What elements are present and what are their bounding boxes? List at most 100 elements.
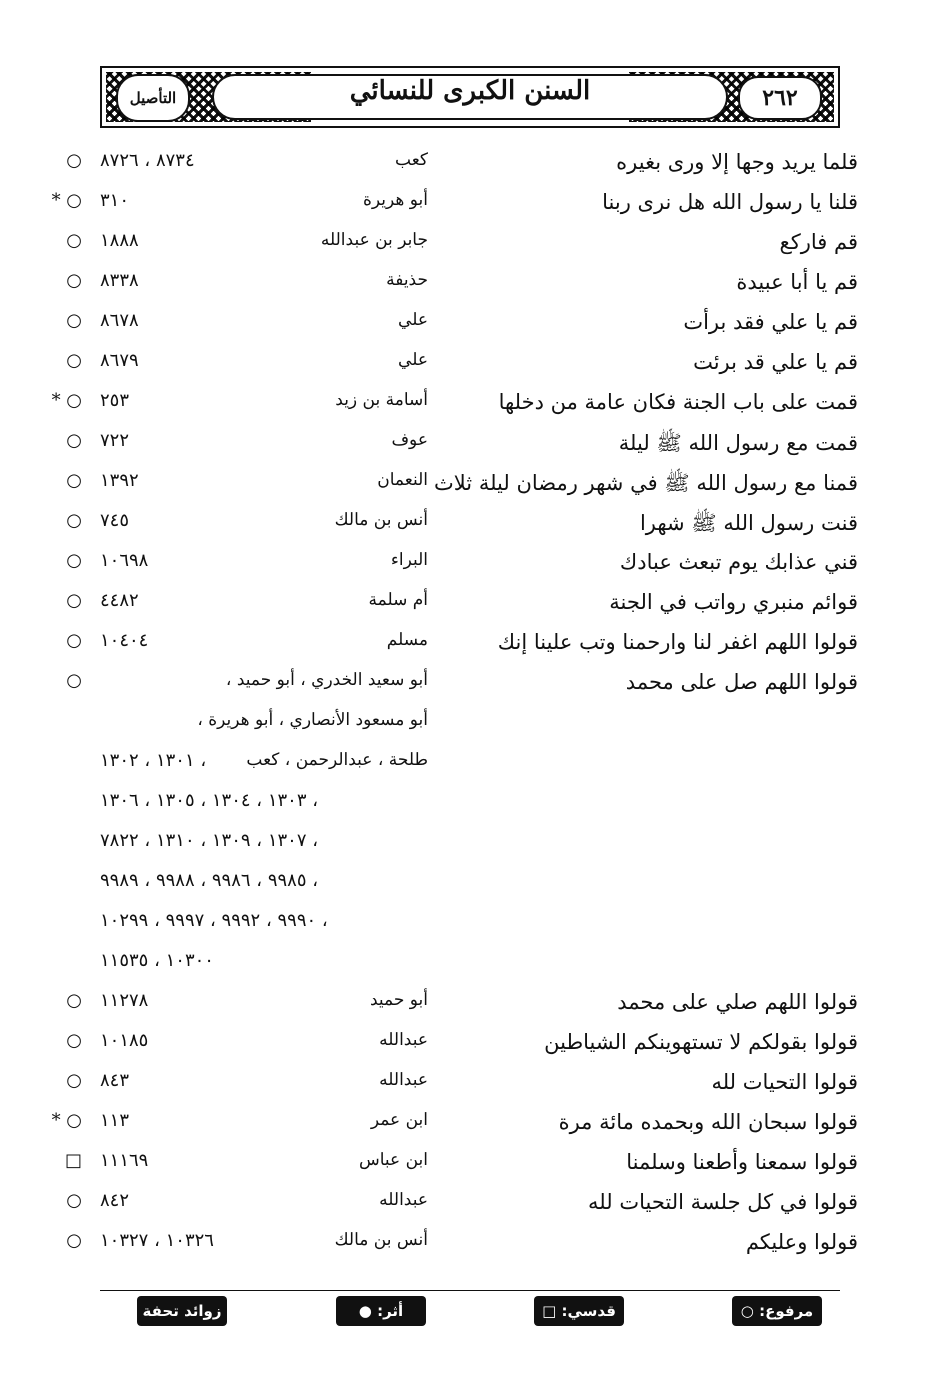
reference-numbers: ١٠٤٠٤ [100, 630, 149, 651]
narrator: أبو مسعود الأنصاري ، أبو هريرة ، [197, 710, 428, 730]
index-row: ○ قم يا علي قد برئت علي ٨٦٧٩ [0, 350, 948, 390]
reference-numbers: ٨٣٣٨ [100, 270, 139, 291]
legend-athar-badge: أثر: ● [336, 1296, 426, 1326]
index-row: ○ قم يا علي فقد برأت علي ٨٦٧٨ [0, 310, 948, 350]
index-row: * ○ قولوا سبحان الله وبحمده مائة مرة ابن… [0, 1110, 948, 1150]
index-row: □ قولوا سمعنا وأطعنا وسلمنا ابن عباس ١١١… [0, 1150, 948, 1190]
index-row: ١٣٠٧ ، ١٣٠٩ ، ١٣١٠ ، ٧٨٢٢ ، [0, 830, 948, 870]
index-row: * ○ قلنا يا رسول الله هل نرى ربنا أبو هر… [0, 190, 948, 230]
narrator: علي [398, 350, 428, 370]
marker-icon: ○ [66, 230, 82, 251]
hadith-text: قولوا سبحان الله وبحمده مائة مرة [558, 1110, 858, 1134]
index-row: ○ قنت رسول الله ﷺ شهرا أنس بن مالك ٧٤٥ [0, 510, 948, 550]
reference-numbers: ١٠٦٩٨ [100, 550, 149, 571]
index-row: ○ قولوا بقولكم لا تستهوينكم الشياطين عبد… [0, 1030, 948, 1070]
reference-numbers: ٨٦٧٨ [100, 310, 139, 331]
marker-icon: ○ [66, 1190, 82, 1211]
reference-numbers: ١٣٠١ ، ١٣٠٢ ، [100, 750, 207, 771]
index-row: * ○ قمت على باب الجنة فكان عامة من دخلها… [0, 390, 948, 430]
index-row: ○ قولوا وعليكم أنس بن مالك ١٠٣٢٦ ، ١٠٣٢٧ [0, 1230, 948, 1270]
index-row: ١٣٠٣ ، ١٣٠٤ ، ١٣٠٥ ، ١٣٠٦ ، [0, 790, 948, 830]
marker-icon: ○ [66, 470, 82, 491]
legend-qudsi-badge: قدسي: □ [534, 1296, 624, 1326]
hadith-text: قم يا أبا عبيدة [736, 270, 858, 294]
reference-numbers: ٧٢٢ [100, 430, 130, 451]
title-cartouche [212, 74, 728, 120]
narrator: عبدالله [379, 1030, 428, 1050]
narrator: حذيفة [386, 270, 428, 290]
hadith-text: قلما يريد وجها إلا ورى بغيره [616, 150, 858, 174]
reference-numbers: ٤٤٨٢ [100, 590, 139, 611]
hadith-text: قولوا في كل جلسة التحيات لله [588, 1190, 858, 1214]
narrator: أسامة بن زيد [335, 390, 428, 410]
reference-numbers: ١٣٩٢ [100, 470, 139, 491]
marker-icon: ○ [66, 670, 82, 691]
reference-numbers: ١١٢٧٨ [100, 990, 149, 1011]
reference-numbers: ١٨٨٨ [100, 230, 139, 251]
marker-icon: ○ [66, 1030, 82, 1051]
index-row: ○ قم يا أبا عبيدة حذيفة ٨٣٣٨ [0, 270, 948, 310]
hadith-text: قم يا علي فقد برأت [683, 310, 858, 334]
marker-icon: ○ [66, 1070, 82, 1091]
index-row: ○ قولوا التحيات لله عبدالله ٨٤٣ [0, 1070, 948, 1110]
narrator: عبدالله [379, 1190, 428, 1210]
narrator: ابن عباس [358, 1150, 428, 1170]
hadith-text: قولوا بقولكم لا تستهوينكم الشياطين [544, 1030, 858, 1054]
book-title: السنن الكبرى للنسائي [349, 76, 591, 106]
narrator: ابن عمر [370, 1110, 428, 1130]
index-row: ○ قوائم منبري رواتب في الجنة أم سلمة ٤٤٨… [0, 590, 948, 630]
marker-icon: ○ [66, 150, 82, 171]
marker-icon: ○ [66, 1230, 82, 1251]
marker-icon: ○ [66, 430, 82, 451]
narrator: البراء [390, 550, 428, 570]
marker-icon: * ○ [51, 190, 82, 211]
hadith-text: قوائم منبري رواتب في الجنة [609, 590, 858, 614]
hadith-text: قمت على باب الجنة فكان عامة من دخلها [498, 390, 858, 414]
index-row: طلحة ، عبدالرحمن ، كعب ١٣٠١ ، ١٣٠٢ ، [0, 750, 948, 790]
narrator: عبدالله [379, 1070, 428, 1090]
reference-numbers: ٨٦٧٩ [100, 350, 139, 371]
index-row: ○ قني عذابك يوم تبعث عبادك البراء ١٠٦٩٨ [0, 550, 948, 590]
marker-icon: ○ [66, 350, 82, 371]
marker-icon: ○ [66, 990, 82, 1011]
index-row: ○ قمت مع رسول الله ﷺ ليلة عوف ٧٢٢ [0, 430, 948, 470]
reference-numbers: ١٠٣٠٠ ، ١١٥٣٥ [100, 950, 214, 971]
hadith-text: قني عذابك يوم تبعث عبادك [619, 550, 858, 574]
narrator: أنس بن مالك [334, 1230, 428, 1250]
marker-icon: * ○ [51, 390, 82, 411]
reference-numbers: ٢٥٣ [100, 390, 130, 411]
index-row: ٩٩٩٠ ، ٩٩٩٢ ، ٩٩٩٧ ، ١٠٢٩٩ ، [0, 910, 948, 950]
narrator: جابر بن عبدالله [320, 230, 428, 250]
index-row: ○ قولوا في كل جلسة التحيات لله عبدالله ٨… [0, 1190, 948, 1230]
marker-icon: ○ [66, 310, 82, 331]
index-row: ١٠٣٠٠ ، ١١٥٣٥ [0, 950, 948, 990]
index-row: ○ قولوا اللهم اغفر لنا وارحمنا وتب علينا… [0, 630, 948, 670]
marker-icon: ○ [66, 270, 82, 291]
narrator: أبو سعيد الخدري ، أبو حميد ، [225, 670, 428, 690]
marker-icon: □ [64, 1150, 82, 1171]
page-number: ٢٦٢ [738, 76, 822, 120]
hadith-text: قلنا يا رسول الله هل نرى ربنا [602, 190, 858, 214]
reference-numbers: ٧٤٥ [100, 510, 130, 531]
index-row: ○ قلما يريد وجها إلا ورى بغيره كعب ٨٧٣٤ … [0, 150, 948, 190]
narrator: طلحة ، عبدالرحمن ، كعب [246, 750, 428, 770]
marker-icon: ○ [66, 550, 82, 571]
marker-icon: ○ [66, 630, 82, 651]
legend-zawaid-badge: زوائد تحفة ❊ [137, 1296, 227, 1350]
reference-numbers: ٨٤٣ [100, 1070, 130, 1091]
hadith-text: قولوا اللهم صلي على محمد [617, 990, 858, 1014]
marker-icon: * ○ [51, 1110, 82, 1131]
reference-numbers: ١١١٦٩ [100, 1150, 149, 1171]
hadith-text: قم فاركع [779, 230, 858, 254]
index-row: ○ قمنا مع رسول الله ﷺ في شهر رمضان ليلة … [0, 470, 948, 510]
index-row: أبو مسعود الأنصاري ، أبو هريرة ، [0, 710, 948, 750]
reference-numbers: ٩٩٩٠ ، ٩٩٩٢ ، ٩٩٩٧ ، ١٠٢٩٩ ، [100, 910, 328, 931]
narrator: علي [398, 310, 428, 330]
narrator: أنس بن مالك [334, 510, 428, 530]
narrator: عوف [391, 430, 428, 450]
marker-icon: ○ [66, 510, 82, 531]
footer-divider [100, 1290, 840, 1291]
narrator: كعب [395, 150, 428, 170]
reference-numbers: ٨٧٣٤ ، ٨٧٢٦ [100, 150, 195, 171]
narrator: أبو هريرة [362, 190, 428, 210]
